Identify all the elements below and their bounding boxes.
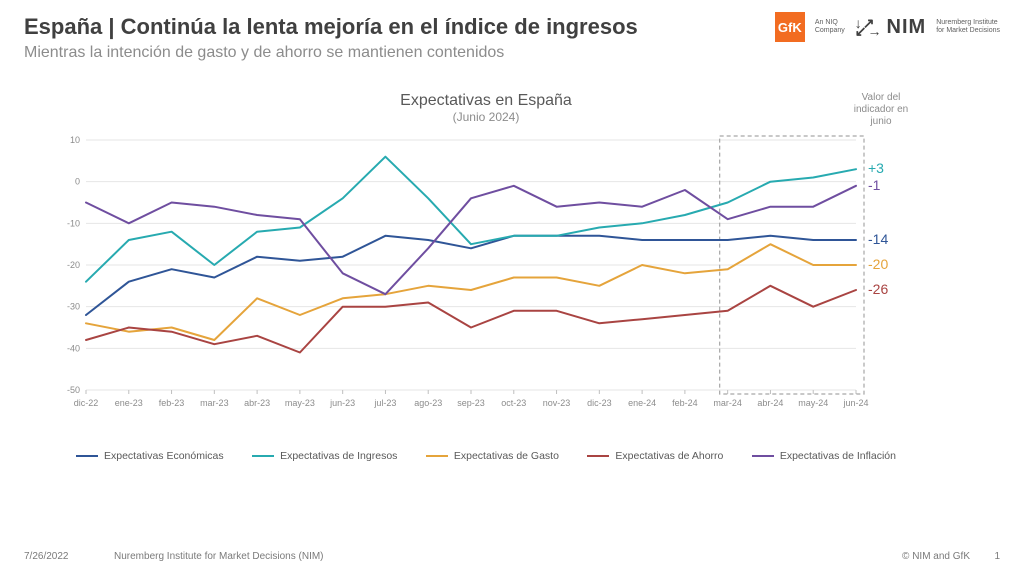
svg-text:nov-23: nov-23 bbox=[543, 398, 571, 408]
svg-text:jun-23: jun-23 bbox=[329, 398, 355, 408]
svg-text:mar-23: mar-23 bbox=[200, 398, 229, 408]
nim-arrows-icon: ↓↗↙→ bbox=[855, 19, 883, 36]
legend-swatch bbox=[252, 455, 274, 457]
legend-item: Expectativas de Inflación bbox=[752, 450, 896, 462]
chart-subtitle: (Junio 2024) bbox=[400, 110, 572, 124]
legend-label: Expectativas Económicas bbox=[104, 450, 224, 462]
svg-text:0: 0 bbox=[75, 177, 80, 187]
svg-text:abr-24: abr-24 bbox=[757, 398, 783, 408]
legend-label: Expectativas de Ingresos bbox=[280, 450, 397, 462]
gfk-sub: An NIQ Company bbox=[815, 19, 845, 34]
svg-text:-50: -50 bbox=[67, 385, 80, 395]
svg-text:may-24: may-24 bbox=[798, 398, 828, 408]
legend-label: Expectativas de Gasto bbox=[454, 450, 559, 462]
chart-title-stack: Expectativas en España (Junio 2024) bbox=[400, 92, 572, 124]
legend-item: Expectativas de Ahorro bbox=[587, 450, 723, 462]
svg-text:-26: -26 bbox=[868, 281, 888, 297]
logo-strip: GfK An NIQ Company ↓↗↙→ NIM Nuremberg In… bbox=[775, 12, 1000, 42]
gfk-logo: GfK bbox=[775, 12, 805, 42]
line-chart: -50 -40 -30 -20 -10 0 10 dic-22 ene-23 feb-23 mar-… bbox=[56, 130, 916, 430]
svg-text:mar-24: mar-24 bbox=[713, 398, 742, 408]
legend-label: Expectativas de Ahorro bbox=[615, 450, 723, 462]
page-subtitle: Mientras la intención de gasto y de ahor… bbox=[24, 44, 1000, 62]
svg-text:feb-24: feb-24 bbox=[672, 398, 698, 408]
legend-item: Expectativas de Ingresos bbox=[252, 450, 397, 462]
legend-item: Expectativas de Gasto bbox=[426, 450, 559, 462]
svg-text:abr-23: abr-23 bbox=[244, 398, 270, 408]
svg-text:-20: -20 bbox=[67, 260, 80, 270]
footer: 7/26/2022 Nuremberg Institute for Market… bbox=[24, 551, 1000, 562]
nim-sub: Nuremberg Institute for Market Decisions bbox=[936, 19, 1000, 34]
legend-item: Expectativas Económicas bbox=[76, 450, 224, 462]
slide: España | Continúa la lenta mejoría en el… bbox=[0, 0, 1024, 576]
legend-label: Expectativas de Inflación bbox=[780, 450, 896, 462]
legend-swatch bbox=[587, 455, 609, 457]
svg-text:+3: +3 bbox=[868, 160, 884, 176]
svg-text:dic-22: dic-22 bbox=[74, 398, 99, 408]
svg-text:ago-23: ago-23 bbox=[414, 398, 442, 408]
svg-text:-40: -40 bbox=[67, 343, 80, 353]
chart-container: Expectativas en España (Junio 2024) Valo… bbox=[56, 130, 916, 430]
svg-text:feb-23: feb-23 bbox=[159, 398, 185, 408]
svg-text:-1: -1 bbox=[868, 177, 881, 193]
svg-text:jul-23: jul-23 bbox=[373, 398, 396, 408]
footer-date: 7/26/2022 bbox=[24, 551, 114, 562]
svg-text:-10: -10 bbox=[67, 218, 80, 228]
nim-logo: ↓↗↙→ NIM bbox=[855, 16, 926, 39]
svg-text:sep-23: sep-23 bbox=[457, 398, 485, 408]
svg-text:oct-23: oct-23 bbox=[501, 398, 526, 408]
svg-text:-14: -14 bbox=[868, 231, 888, 247]
svg-text:-30: -30 bbox=[67, 302, 80, 312]
footer-page: 1 bbox=[970, 551, 1000, 562]
svg-text:ene-23: ene-23 bbox=[115, 398, 143, 408]
nim-text: NIM bbox=[887, 16, 927, 39]
footer-copyright: © NIM and GfK bbox=[902, 551, 970, 562]
footer-source: Nuremberg Institute for Market Decisions… bbox=[114, 551, 902, 562]
legend-swatch bbox=[752, 455, 774, 457]
svg-text:dic-23: dic-23 bbox=[587, 398, 612, 408]
chart-title: Expectativas en España bbox=[400, 92, 572, 110]
svg-text:10: 10 bbox=[70, 135, 80, 145]
right-column-header: Valor del indicador en junio bbox=[846, 92, 916, 128]
svg-text:jun-24: jun-24 bbox=[842, 398, 868, 408]
svg-text:may-23: may-23 bbox=[285, 398, 315, 408]
legend-swatch bbox=[426, 455, 448, 457]
legend: Expectativas Económicas Expectativas de I… bbox=[56, 450, 916, 462]
legend-swatch bbox=[76, 455, 98, 457]
svg-text:ene-24: ene-24 bbox=[628, 398, 656, 408]
svg-text:-20: -20 bbox=[868, 256, 888, 272]
